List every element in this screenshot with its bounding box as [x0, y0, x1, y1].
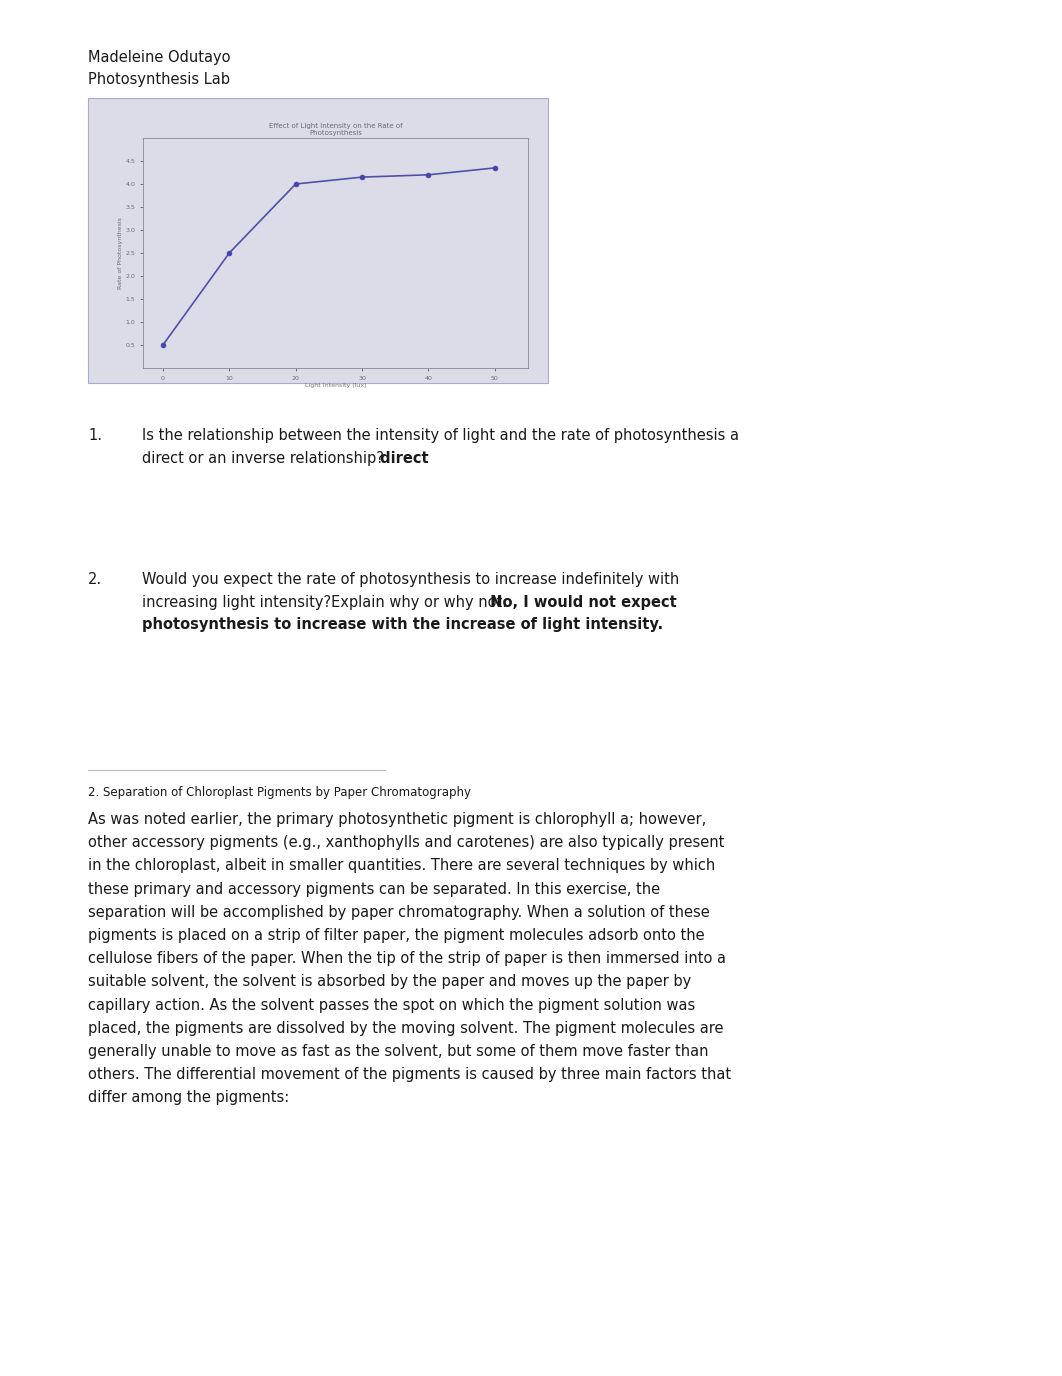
X-axis label: Light Intensity (lux): Light Intensity (lux)	[305, 383, 366, 388]
Text: Is the relationship between the intensity of light and the rate of photosynthesi: Is the relationship between the intensit…	[142, 428, 739, 443]
Text: separation will be accomplished by paper chromatography. When a solution of thes: separation will be accomplished by paper…	[88, 905, 709, 919]
Text: differ among the pigments:: differ among the pigments:	[88, 1090, 289, 1105]
Title: Effect of Light Intensity on the Rate of
Photosynthesis: Effect of Light Intensity on the Rate of…	[269, 122, 402, 136]
Text: Would you expect the rate of photosynthesis to increase indefinitely with: Would you expect the rate of photosynthe…	[142, 572, 680, 588]
Text: 2. Separation of Chloroplast Pigments by Paper Chromatography: 2. Separation of Chloroplast Pigments by…	[88, 786, 472, 799]
Text: direct or an inverse relationship?: direct or an inverse relationship?	[142, 450, 383, 465]
Text: Photosynthesis Lab: Photosynthesis Lab	[88, 72, 230, 87]
Text: generally unable to move as fast as the solvent, but some of them move faster th: generally unable to move as fast as the …	[88, 1044, 708, 1060]
Text: these primary and accessory pigments can be separated. In this exercise, the: these primary and accessory pigments can…	[88, 882, 661, 897]
Text: other accessory pigments (e.g., xanthophylls and carotenes) are also typically p: other accessory pigments (e.g., xanthoph…	[88, 835, 724, 850]
Text: As was noted earlier, the primary photosynthetic pigment is chlorophyll a; howev: As was noted earlier, the primary photos…	[88, 812, 706, 827]
Bar	[88, 98, 548, 383]
Text: suitable solvent, the solvent is absorbed by the paper and moves up the paper by: suitable solvent, the solvent is absorbe…	[88, 974, 691, 989]
Text: in the chloroplast, albeit in smaller quantities. There are several techniques b: in the chloroplast, albeit in smaller qu…	[88, 859, 715, 874]
Text: photosynthesis to increase with the increase of light intensity.: photosynthesis to increase with the incr…	[142, 616, 663, 632]
Text: Madeleine Odutayo: Madeleine Odutayo	[88, 50, 230, 65]
Text: direct: direct	[375, 450, 429, 465]
Text: increasing light intensity?Explain why or why not.: increasing light intensity?Explain why o…	[142, 594, 507, 610]
Text: capillary action. As the solvent passes the spot on which the pigment solution w: capillary action. As the solvent passes …	[88, 998, 696, 1013]
Text: cellulose fibers of the paper. When the tip of the strip of paper is then immers: cellulose fibers of the paper. When the …	[88, 951, 726, 966]
Y-axis label: Rate of Photosynthesis: Rate of Photosynthesis	[118, 217, 123, 289]
Text: No, I would not expect: No, I would not expect	[484, 594, 676, 610]
Text: 2.: 2.	[88, 572, 102, 588]
Text: others. The differential movement of the pigments is caused by three main factor: others. The differential movement of the…	[88, 1068, 731, 1082]
Text: 1.: 1.	[88, 428, 102, 443]
Text: placed, the pigments are dissolved by the moving solvent. The pigment molecules : placed, the pigments are dissolved by th…	[88, 1021, 723, 1036]
Text: pigments is placed on a strip of filter paper, the pigment molecules adsorb onto: pigments is placed on a strip of filter …	[88, 927, 704, 943]
